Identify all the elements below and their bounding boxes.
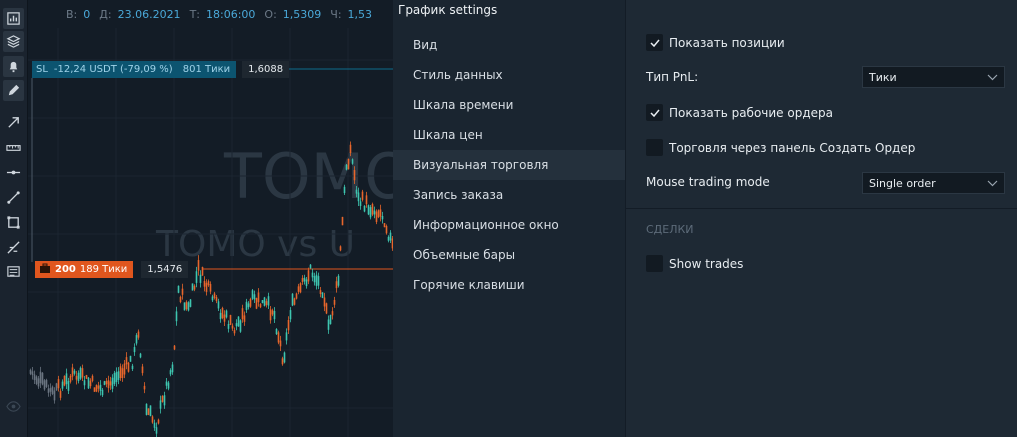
- menu-item[interactable]: Горячие клавиши: [413, 278, 525, 292]
- trades-section-title: СДЕЛКИ: [646, 223, 694, 236]
- show-orders-row[interactable]: Показать рабочие ордера: [646, 104, 833, 121]
- fib-icon[interactable]: [3, 237, 24, 258]
- sl-ticks: 801 Тики: [182, 64, 231, 75]
- mouse-mode-value: Single order: [869, 176, 936, 190]
- trend-line-icon[interactable]: [3, 187, 24, 208]
- bar-date: Д: 23.06.2021: [99, 7, 181, 21]
- show-trades-row[interactable]: Show trades: [646, 255, 743, 272]
- bar-open: О: 1,5309: [264, 7, 322, 21]
- layers-icon[interactable]: [3, 31, 24, 52]
- pencil-icon[interactable]: [3, 80, 24, 101]
- ruler-icon[interactable]: [3, 137, 24, 158]
- chart-icon[interactable]: [3, 8, 24, 29]
- menu-item[interactable]: Стиль данных: [413, 68, 503, 82]
- trade-panel-label: Торговля через панель Создать Ордер: [669, 140, 916, 155]
- pnl-type-select[interactable]: Тики: [862, 66, 1005, 88]
- ohlc-readout: В: 0 Д: 23.06.2021 Т: 18:06:00 О: 1,5309 Ч: 1…: [28, 0, 372, 28]
- show-positions-checkbox[interactable]: [646, 34, 663, 51]
- sl-position-label[interactable]: SL -12,24 USDT (-79,09 %) 801 Тики 1,608…: [32, 61, 290, 78]
- settings-title: График settings: [398, 3, 498, 17]
- sl-price: 1,6088: [242, 61, 290, 78]
- menu-item[interactable]: Запись заказа: [413, 188, 504, 202]
- chevron-down-icon: [987, 74, 998, 80]
- sl-tag: SL: [36, 64, 48, 75]
- section-divider: [626, 208, 1017, 209]
- pnl-type-value: Тики: [869, 70, 897, 84]
- entry-price: 1,5476: [141, 261, 189, 278]
- menu-item[interactable]: Вид: [413, 38, 438, 52]
- ledger-icon[interactable]: [3, 261, 24, 282]
- mouse-mode-label: Mouse trading mode: [646, 175, 770, 189]
- entry-ticks: 189 Тики: [79, 264, 128, 275]
- menu-item[interactable]: Шкала времени: [413, 98, 514, 112]
- bar-count: В: 0: [66, 7, 91, 21]
- bar-time: Т: 18:06:00: [189, 7, 256, 21]
- show-orders-checkbox[interactable]: [646, 104, 663, 121]
- h-line-icon[interactable]: [3, 162, 24, 183]
- rectangle-icon[interactable]: [3, 212, 24, 233]
- mouse-mode-select[interactable]: Single order: [862, 172, 1005, 194]
- settings-menu: Вид Стиль данных Шкала времени Шкала цен Виз…: [393, 0, 625, 437]
- candlestick-series: [28, 28, 393, 437]
- trade-panel-checkbox[interactable]: [646, 139, 663, 156]
- pair-watermark: TOMO vs U: [156, 224, 356, 265]
- show-trades-checkbox[interactable]: [646, 255, 663, 272]
- menu-item[interactable]: Шкала цен: [413, 128, 483, 142]
- menu-item[interactable]: Информационное окно: [413, 218, 559, 232]
- entry-position-label[interactable]: 200 189 Тики 1,5476: [35, 261, 189, 278]
- chevron-down-icon: [987, 180, 998, 186]
- entry-qty: 200: [55, 264, 76, 275]
- arrow-icon[interactable]: [3, 112, 24, 133]
- show-positions-label: Показать позиции: [669, 35, 785, 50]
- trade-panel-row[interactable]: Торговля через панель Создать Ордер: [646, 139, 915, 156]
- price-chart[interactable]: TOMO TOMO vs U В: 0 Д: 23.06.2021 Т: 18:06:…: [28, 0, 393, 437]
- alert-icon[interactable]: [3, 56, 24, 77]
- eye-icon[interactable]: [3, 396, 24, 417]
- show-trades-label: Show trades: [669, 256, 744, 271]
- sl-pnl: -12,24 USDT (-79,09 %): [53, 64, 173, 75]
- briefcase-icon: [39, 263, 51, 277]
- menu-item[interactable]: Объемные бары: [413, 248, 516, 262]
- show-positions-row[interactable]: Показать позиции: [646, 34, 785, 51]
- drawing-toolbar: [0, 0, 28, 437]
- pnl-type-label: Тип PnL:: [646, 70, 699, 84]
- show-orders-label: Показать рабочие ордера: [669, 105, 833, 120]
- menu-item[interactable]: Визуальная торговля: [393, 150, 625, 180]
- bar-close: Ч: 1,53: [330, 7, 373, 21]
